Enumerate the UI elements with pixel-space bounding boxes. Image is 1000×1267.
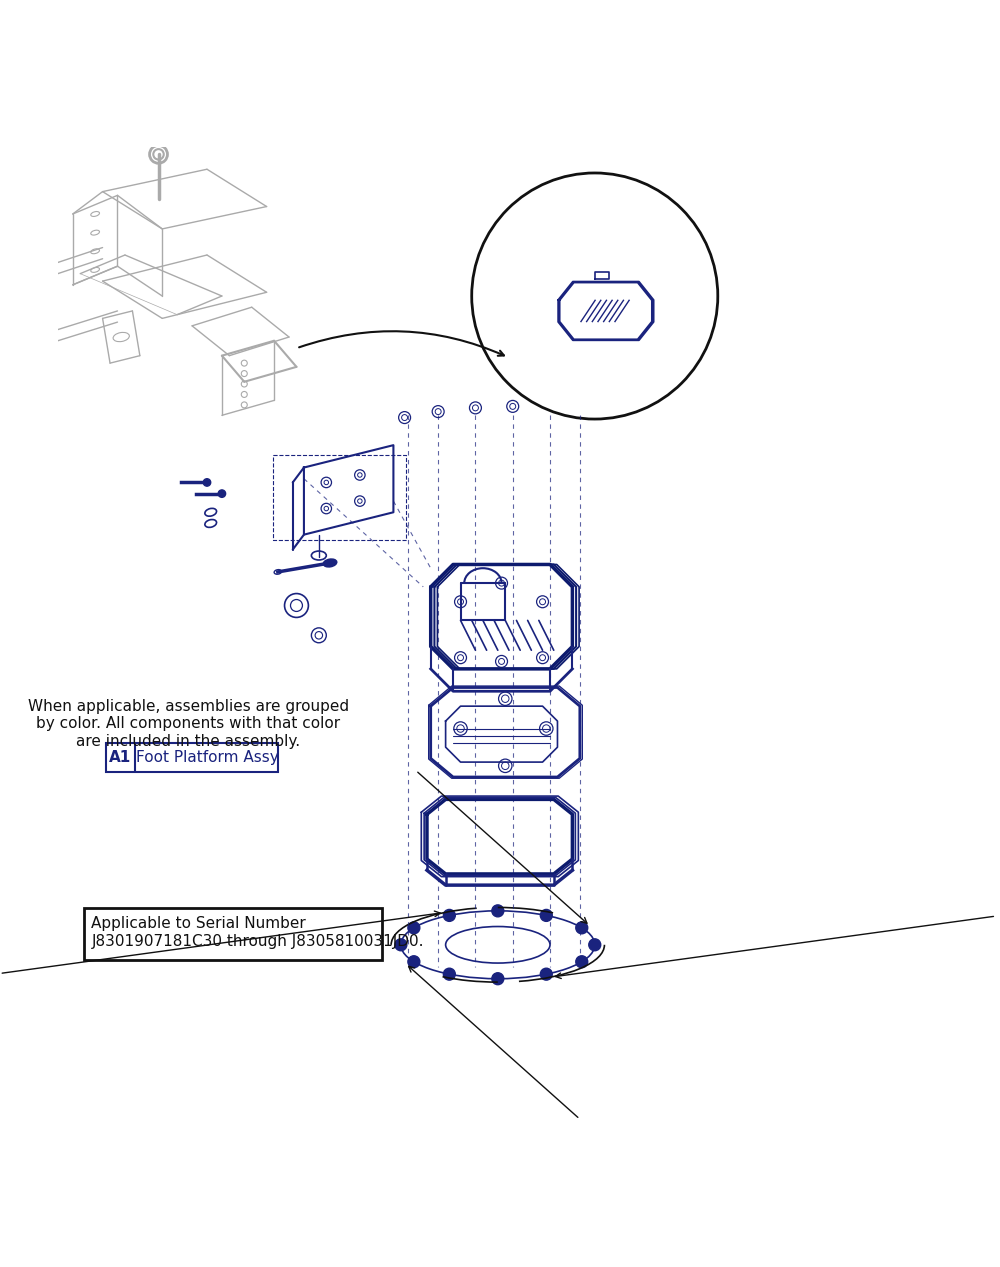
Circle shape bbox=[540, 968, 552, 981]
Circle shape bbox=[408, 955, 420, 968]
Circle shape bbox=[203, 479, 211, 487]
Circle shape bbox=[218, 490, 226, 498]
Circle shape bbox=[540, 910, 552, 921]
Circle shape bbox=[492, 905, 504, 917]
Circle shape bbox=[492, 973, 504, 984]
Ellipse shape bbox=[323, 559, 337, 566]
Circle shape bbox=[408, 922, 420, 934]
Circle shape bbox=[443, 910, 455, 921]
FancyBboxPatch shape bbox=[84, 907, 382, 959]
Circle shape bbox=[589, 939, 601, 950]
Text: Applicable to Serial Number
J8301907181C30 through J8305810031JD0.: Applicable to Serial Number J8301907181C… bbox=[91, 916, 424, 949]
Text: A1: A1 bbox=[109, 750, 132, 765]
Text: When applicable, assemblies are grouped
by color. All components with that color: When applicable, assemblies are grouped … bbox=[28, 698, 349, 749]
Circle shape bbox=[576, 922, 588, 934]
Circle shape bbox=[395, 939, 407, 950]
Text: Foot Platform Assy: Foot Platform Assy bbox=[136, 750, 278, 765]
Circle shape bbox=[576, 955, 588, 968]
FancyBboxPatch shape bbox=[106, 744, 278, 772]
Circle shape bbox=[443, 968, 455, 981]
